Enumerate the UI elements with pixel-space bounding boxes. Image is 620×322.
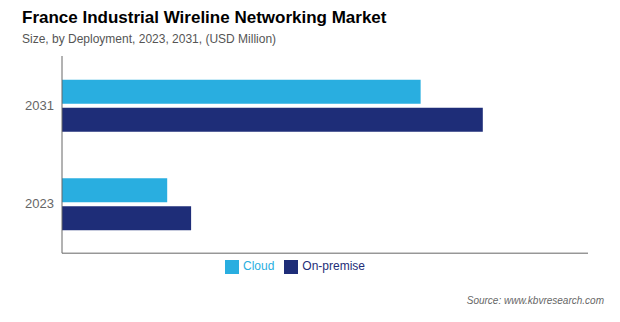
html-text:On-premise: On-premise: [302, 259, 365, 274]
html-text:Source: www.kbvresearch.com: Source: www.kbvresearch.com: [466, 295, 604, 306]
html-text:Size, by Deployment, 2023, 203: Size, by Deployment, 2023, 2031, (USD Mi…: [22, 32, 277, 46]
html-text:France Industrial Wireline Net: France Industrial Wireline Networking Ma…: [22, 8, 387, 27]
svg-text:2031: 2031: [25, 98, 54, 113]
svg-text:2023: 2023: [25, 196, 54, 211]
html-text:Cloud: Cloud: [243, 259, 275, 274]
